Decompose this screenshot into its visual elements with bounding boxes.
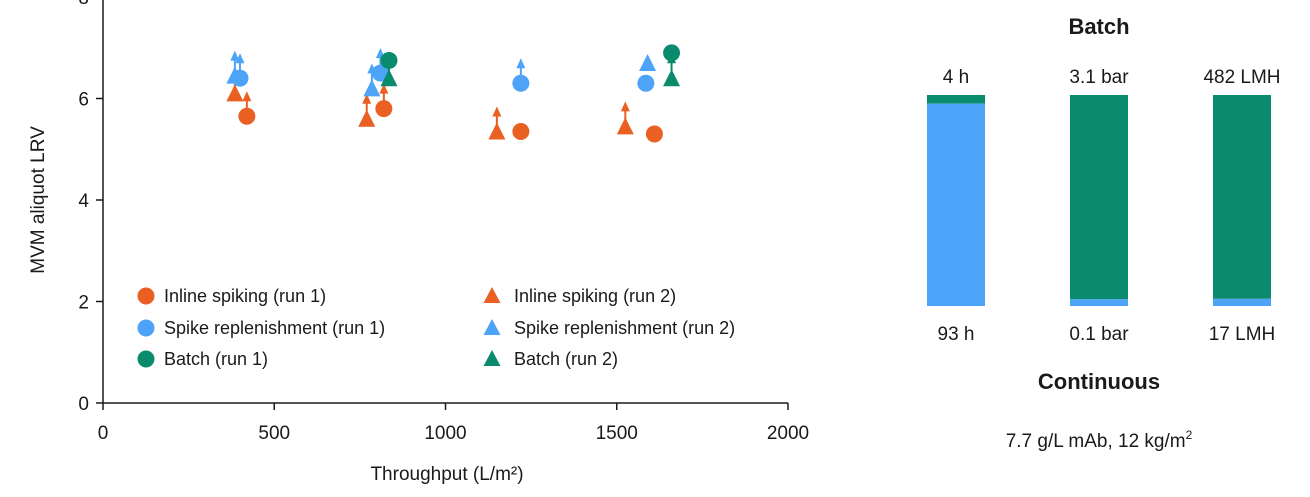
y-tick-label: 2 [78, 293, 89, 314]
y-tick-label: 6 [78, 90, 89, 111]
data-point-circle [663, 44, 681, 62]
bar-segment-continuous [927, 103, 985, 306]
data-point-triangle [380, 69, 398, 87]
scatter-points [226, 44, 681, 143]
legend-item-batch-run2: Batch (run 2) [483, 349, 618, 369]
x-tick-label: 500 [258, 423, 290, 444]
bar-label-batch: 3.1 bar [1069, 67, 1129, 88]
bar-segment-continuous [1070, 299, 1128, 306]
x-axis-ticks: 0 500 1000 1500 2000 [98, 403, 809, 444]
data-point-triangle [226, 66, 244, 84]
legend-item-spike-run1: Spike replenishment (run 1) [137, 318, 385, 338]
batch-title: Batch [1068, 14, 1129, 39]
legend: Inline spiking (run 1) Spike replenishme… [137, 286, 735, 369]
legend-marker-triangle [483, 287, 501, 303]
x-tick-label: 2000 [767, 423, 809, 444]
data-point-triangle [358, 109, 376, 127]
bar-segment-continuous [1213, 298, 1271, 306]
lower-bound-arrow-head [492, 106, 502, 117]
data-point-triangle [663, 69, 681, 87]
legend-marker-triangle [483, 319, 501, 335]
bar-panel: Batch 4 h 93 h 3.1 bar 0.1 bar 482 LMH 17 LMH… [927, 14, 1281, 452]
legend-label: Batch (run 1) [164, 349, 268, 369]
lower-bound-arrow-head [516, 58, 526, 69]
lower-bound-arrow-head [384, 53, 394, 64]
legend-label: Batch (run 2) [514, 349, 618, 369]
x-axis-title: Throughput (L/m²) [370, 464, 523, 485]
footnote-text: 7.7 g/L mAb, 12 kg/m [1006, 431, 1186, 452]
legend-label: Inline spiking (run 2) [514, 286, 676, 306]
x-tick-label: 1500 [596, 423, 638, 444]
data-point-circle [238, 107, 256, 125]
legend-label: Inline spiking (run 1) [164, 286, 326, 306]
bar-label-batch: 482 LMH [1203, 67, 1280, 88]
legend-marker-circle [137, 350, 155, 368]
lower-bound-arrow-head [667, 53, 677, 64]
y-axis-ticks: 0 2 4 6 8 [78, 0, 103, 415]
data-point-circle [645, 125, 663, 143]
lower-bound-arrow-head [362, 93, 372, 104]
y-tick-label: 8 [78, 0, 89, 9]
bar-label-continuous: 17 LMH [1209, 324, 1276, 345]
legend-item-inline-run2: Inline spiking (run 2) [483, 286, 676, 306]
lower-bound-arrow-head [379, 83, 389, 94]
lower-bound-arrow-head [242, 91, 252, 102]
bar-segment-batch [1070, 95, 1128, 300]
data-point-circle [375, 100, 393, 118]
data-point-circle [512, 122, 530, 140]
legend-marker-triangle [483, 350, 501, 366]
x-tick-label: 0 [98, 423, 109, 444]
lower-bound-arrow-head [620, 101, 630, 112]
data-point-triangle [616, 117, 634, 135]
data-point-triangle [226, 84, 244, 102]
data-point-circle [371, 64, 389, 82]
x-tick-label: 1000 [424, 423, 466, 444]
bar-label-continuous: 0.1 bar [1069, 324, 1129, 345]
bar-label-batch: 4 h [943, 67, 969, 88]
legend-marker-circle [137, 319, 155, 337]
bar-label-continuous: 93 h [938, 324, 975, 345]
legend-item-spike-run2: Spike replenishment (run 2) [483, 318, 735, 338]
stacked-bars: 4 h 93 h 3.1 bar 0.1 bar 482 LMH 17 LMH [927, 67, 1281, 345]
footnote-superscript: 2 [1186, 428, 1193, 442]
lower-bound-arrow-head [367, 63, 377, 74]
legend-label: Spike replenishment (run 1) [164, 318, 385, 338]
y-axis-title: MVM aliquot LRV [28, 126, 49, 274]
bar-segment-batch [1213, 95, 1271, 299]
legend-marker-circle [137, 287, 155, 305]
data-point-triangle [639, 53, 657, 71]
y-tick-label: 4 [78, 191, 89, 212]
lower-bound-arrow-head [230, 50, 240, 61]
data-point-circle [512, 74, 530, 92]
data-point-triangle [363, 79, 381, 97]
bar-segment-batch [927, 95, 985, 104]
legend-label: Spike replenishment (run 2) [514, 318, 735, 338]
y-tick-label: 0 [78, 394, 89, 415]
legend-item-batch-run1: Batch (run 1) [137, 349, 268, 369]
footnote: 7.7 g/L mAb, 12 kg/m2 [1006, 428, 1193, 452]
data-point-triangle [488, 122, 506, 140]
data-point-circle [637, 74, 655, 92]
continuous-title: Continuous [1038, 369, 1160, 394]
lower-bound-arrow-head [235, 53, 245, 64]
legend-item-inline-run1: Inline spiking (run 1) [137, 286, 326, 306]
scatter-panel: 0 2 4 6 8 0 500 1000 1500 2000 Throughput (L/m²)… [28, 0, 809, 485]
